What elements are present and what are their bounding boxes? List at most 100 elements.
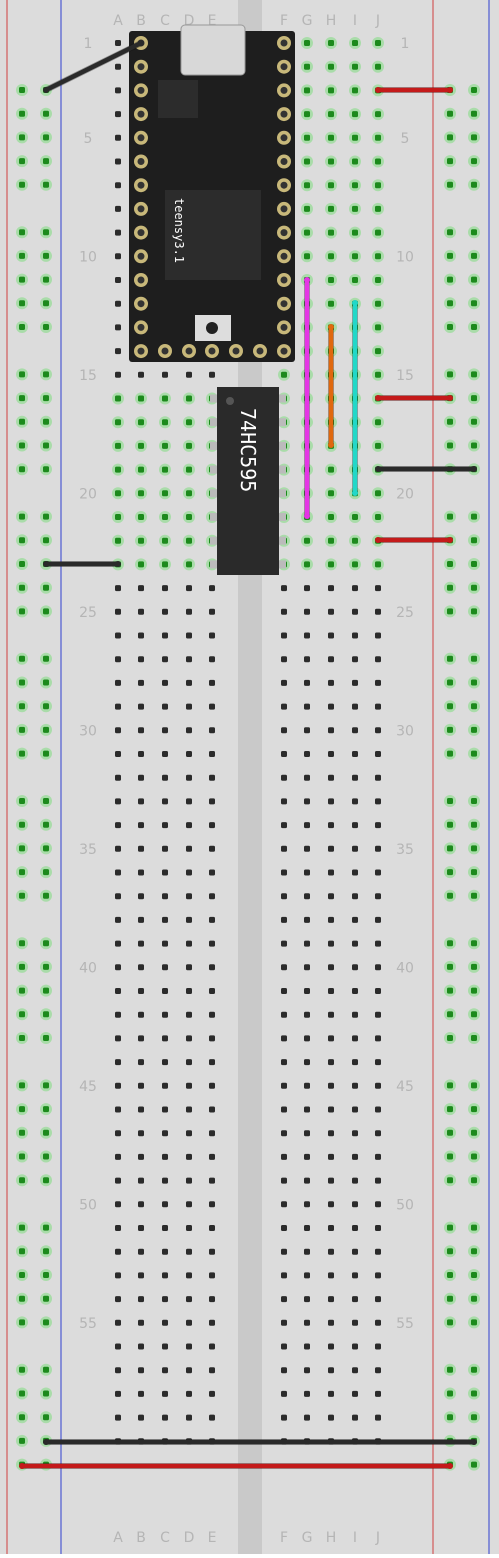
terminal-hole — [115, 632, 121, 639]
hole — [186, 988, 192, 994]
hole — [304, 585, 310, 592]
hole — [471, 1295, 477, 1302]
hole — [115, 845, 121, 852]
hole — [138, 1106, 144, 1113]
hole — [328, 656, 334, 663]
hole — [209, 608, 215, 615]
hole — [447, 869, 453, 876]
rail-hole — [444, 676, 456, 689]
hole — [43, 1414, 49, 1421]
hole — [447, 963, 453, 970]
hole — [162, 490, 168, 497]
terminal-hole — [138, 1106, 144, 1113]
terminal-hole — [162, 869, 168, 876]
terminal-hole — [115, 679, 121, 686]
hole — [19, 1319, 25, 1326]
hole — [328, 205, 334, 212]
terminal-hole — [352, 679, 358, 686]
hole — [43, 963, 49, 970]
hole — [186, 1414, 192, 1421]
column-label-h: H — [326, 13, 337, 29]
teensy-pad-hole — [137, 323, 145, 331]
terminal-hole — [162, 751, 168, 757]
terminal-hole — [162, 1367, 168, 1374]
hole — [115, 703, 121, 710]
rail-hole — [444, 297, 456, 310]
chip-pin — [210, 536, 217, 545]
hole — [375, 371, 381, 378]
terminal-hole — [115, 1367, 121, 1374]
terminal-hole — [375, 893, 381, 900]
hole — [19, 324, 25, 330]
terminal-hole — [328, 1011, 334, 1018]
hole — [19, 300, 25, 307]
hole — [281, 845, 287, 852]
hole — [19, 395, 25, 402]
hole — [304, 964, 310, 971]
hole — [375, 964, 381, 971]
rail-hole — [16, 510, 28, 523]
terminal-hole — [115, 727, 121, 734]
teensy-pad-hole — [280, 205, 288, 213]
hole — [186, 1130, 192, 1137]
terminal-hole — [372, 558, 384, 571]
hole — [352, 561, 358, 568]
terminal-hole — [352, 1130, 358, 1137]
hole — [115, 1296, 121, 1303]
hole — [304, 134, 310, 141]
terminal-hole — [162, 1011, 168, 1018]
terminal-hole — [209, 751, 215, 757]
hole — [138, 514, 144, 520]
hole — [375, 845, 381, 852]
terminal-hole — [186, 608, 192, 615]
terminal-hole — [304, 1390, 310, 1397]
hole — [115, 1082, 121, 1089]
hole — [375, 893, 381, 900]
hole — [186, 940, 192, 947]
terminal-hole — [375, 751, 381, 757]
hole — [162, 466, 168, 473]
rail-hole — [444, 1245, 456, 1258]
hole — [304, 1011, 310, 1018]
rail-hole — [444, 581, 456, 594]
rail-hole — [16, 605, 28, 618]
rail-hole — [16, 249, 28, 262]
terminal-hole — [328, 1390, 334, 1397]
hole — [328, 300, 334, 307]
terminal-hole — [115, 1011, 121, 1018]
hole — [281, 1296, 287, 1303]
terminal-hole — [304, 822, 310, 829]
rail-hole — [468, 866, 480, 879]
terminal-hole — [162, 1272, 168, 1279]
teensy-pad-hole — [208, 347, 216, 355]
hole — [375, 1272, 381, 1279]
shift-register-chip: 74HC595 — [210, 387, 286, 575]
hole — [375, 1343, 381, 1350]
hole — [186, 1035, 192, 1042]
row-number-left: 15 — [79, 368, 97, 384]
hole — [328, 869, 334, 876]
hole — [19, 134, 25, 141]
terminal-hole — [115, 1296, 121, 1303]
hole — [304, 1201, 310, 1208]
hole — [281, 1343, 287, 1350]
rail-hole — [468, 795, 480, 807]
terminal-hole — [281, 845, 287, 852]
terminal-hole — [115, 608, 121, 615]
terminal-hole — [328, 988, 334, 994]
rail-hole — [444, 1150, 456, 1163]
hole — [328, 229, 334, 236]
terminal-hole — [281, 1367, 287, 1374]
terminal-hole — [186, 1059, 192, 1066]
rail-hole — [444, 889, 456, 902]
hole — [304, 111, 310, 118]
hole — [138, 371, 144, 378]
rail-hole — [40, 1008, 52, 1021]
hole — [138, 1343, 144, 1350]
hole — [209, 1414, 215, 1421]
hole — [115, 395, 121, 402]
rail-hole — [468, 818, 480, 831]
hole — [471, 537, 477, 544]
wire-end — [447, 87, 453, 93]
terminal-hole — [328, 632, 334, 639]
